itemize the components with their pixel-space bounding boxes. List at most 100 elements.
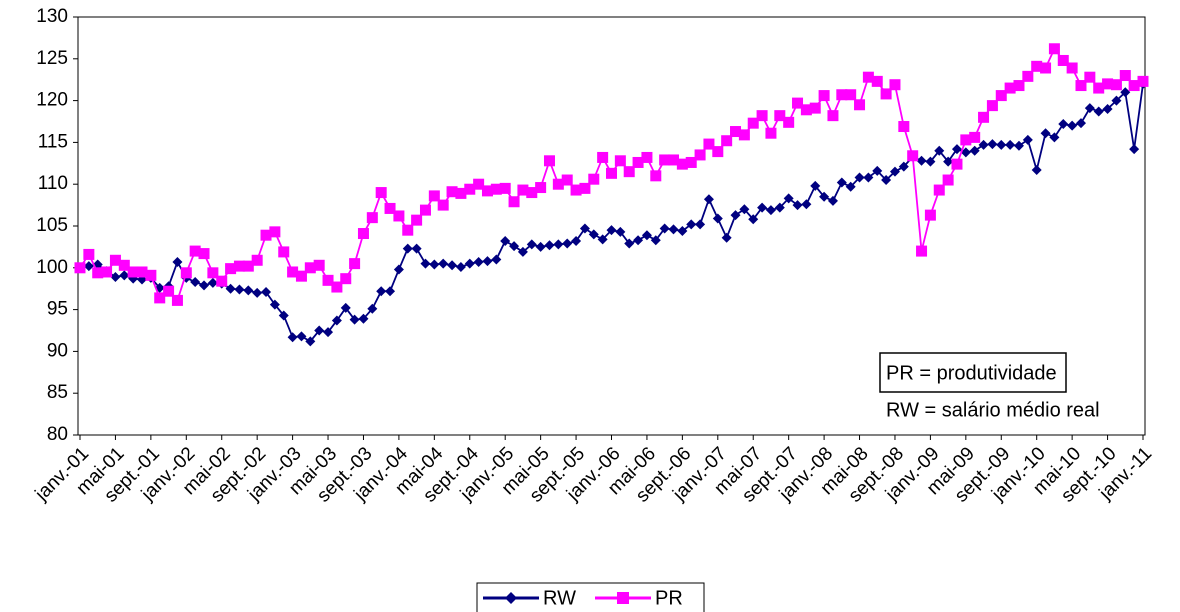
marker	[145, 269, 157, 281]
marker	[986, 100, 998, 112]
marker	[225, 283, 236, 294]
marker	[411, 214, 423, 226]
marker	[544, 240, 555, 251]
marker	[278, 310, 289, 321]
marker	[1120, 87, 1131, 98]
marker	[419, 204, 431, 216]
marker	[703, 138, 715, 150]
marker	[464, 183, 476, 195]
marker	[83, 248, 95, 260]
marker	[1067, 120, 1078, 131]
marker	[774, 110, 786, 122]
marker	[552, 178, 564, 190]
marker	[295, 270, 307, 282]
marker	[340, 273, 352, 285]
marker	[730, 126, 742, 138]
marker	[190, 277, 201, 288]
marker	[624, 238, 635, 249]
marker	[801, 199, 812, 210]
marker	[553, 239, 564, 250]
marker	[314, 325, 325, 336]
marker	[287, 266, 299, 278]
annotation-box	[879, 352, 1067, 393]
marker	[411, 243, 422, 254]
marker	[1049, 132, 1060, 143]
marker	[1128, 80, 1140, 92]
marker	[1075, 80, 1087, 92]
marker	[854, 172, 865, 183]
marker	[376, 286, 387, 297]
marker	[446, 186, 458, 198]
marker	[925, 156, 936, 167]
marker	[934, 145, 945, 156]
marker	[199, 280, 210, 291]
marker	[641, 230, 652, 241]
marker	[101, 266, 113, 278]
marker	[765, 205, 776, 216]
marker	[677, 226, 688, 237]
marker	[943, 156, 954, 167]
marker	[792, 97, 804, 109]
marker	[617, 592, 629, 604]
marker	[880, 88, 892, 100]
marker	[119, 270, 130, 281]
marker	[721, 135, 733, 147]
marker	[836, 89, 848, 101]
marker	[535, 241, 546, 252]
marker	[597, 234, 608, 245]
marker	[1102, 103, 1113, 114]
marker	[313, 259, 325, 271]
marker	[393, 210, 405, 222]
marker	[366, 212, 378, 224]
marker	[685, 156, 697, 168]
marker	[562, 238, 573, 249]
marker	[942, 174, 954, 186]
marker	[358, 313, 369, 324]
marker	[243, 285, 254, 296]
marker	[234, 284, 245, 295]
marker	[1119, 70, 1131, 82]
marker	[845, 181, 856, 192]
marker	[597, 151, 609, 163]
marker	[375, 187, 387, 199]
marker	[978, 111, 990, 123]
marker	[189, 245, 201, 257]
marker	[110, 271, 121, 282]
marker	[438, 258, 449, 269]
marker	[889, 79, 901, 91]
marker	[748, 214, 759, 225]
marker	[323, 327, 334, 338]
marker	[747, 117, 759, 129]
marker	[74, 262, 86, 274]
marker	[154, 292, 166, 304]
marker	[127, 266, 139, 278]
marker	[517, 184, 529, 196]
marker	[783, 116, 795, 128]
marker	[331, 281, 343, 293]
marker	[588, 229, 599, 240]
marker	[881, 175, 892, 186]
marker	[261, 287, 272, 298]
marker	[623, 166, 635, 178]
marker	[863, 172, 874, 183]
marker	[499, 182, 511, 194]
marker	[252, 287, 263, 298]
marker	[481, 185, 493, 197]
marker	[490, 183, 502, 195]
marker	[1084, 103, 1095, 114]
marker	[1093, 82, 1105, 94]
marker	[251, 254, 263, 266]
marker	[924, 209, 936, 221]
marker	[571, 236, 582, 247]
legend-label: RW	[543, 587, 576, 609]
marker	[1022, 134, 1033, 145]
marker	[996, 139, 1007, 150]
marker	[1013, 140, 1024, 151]
marker	[83, 261, 94, 272]
y-tick-label: 80	[47, 424, 68, 445]
y-tick-label: 125	[36, 48, 68, 69]
marker	[756, 110, 768, 122]
marker	[437, 199, 449, 211]
marker	[207, 267, 219, 279]
